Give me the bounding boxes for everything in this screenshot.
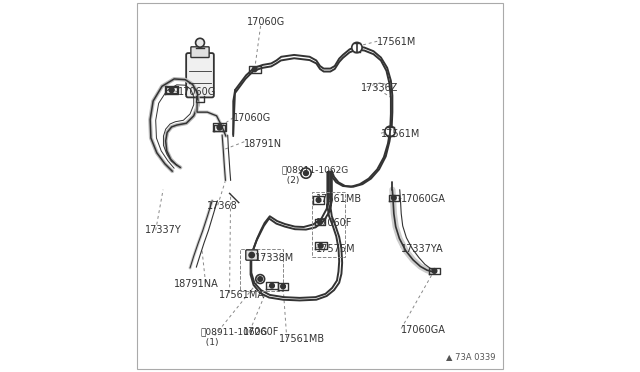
Text: ▲ 73A 0339: ▲ 73A 0339 xyxy=(446,352,495,361)
Circle shape xyxy=(170,88,174,92)
Text: 17060GA: 17060GA xyxy=(401,325,446,335)
Circle shape xyxy=(270,283,274,288)
Circle shape xyxy=(258,277,262,281)
Circle shape xyxy=(196,38,204,47)
Circle shape xyxy=(301,168,311,178)
Text: 17561MB: 17561MB xyxy=(280,334,326,344)
Circle shape xyxy=(392,196,396,200)
Text: 17368: 17368 xyxy=(207,201,238,211)
Circle shape xyxy=(281,284,285,289)
Text: 17060F: 17060F xyxy=(243,327,279,337)
Text: ⓝ08911-1062G
  (2): ⓝ08911-1062G (2) xyxy=(281,165,349,185)
Text: 17060G: 17060G xyxy=(233,113,271,123)
FancyBboxPatch shape xyxy=(191,47,209,58)
Circle shape xyxy=(249,253,254,258)
Circle shape xyxy=(252,67,257,71)
Text: 17338M: 17338M xyxy=(255,253,294,263)
Text: 17060F: 17060F xyxy=(316,218,353,228)
Circle shape xyxy=(256,275,264,283)
Circle shape xyxy=(318,220,322,224)
Text: 17060GA: 17060GA xyxy=(401,194,446,204)
Text: 17575M: 17575M xyxy=(316,244,356,254)
Text: 17336Z: 17336Z xyxy=(360,83,398,93)
FancyBboxPatch shape xyxy=(246,250,258,260)
Circle shape xyxy=(352,42,362,53)
Circle shape xyxy=(316,198,321,202)
Circle shape xyxy=(319,244,323,248)
Text: 17561M: 17561M xyxy=(377,37,417,47)
Circle shape xyxy=(170,88,174,92)
Circle shape xyxy=(385,126,396,137)
Text: 18791NA: 18791NA xyxy=(174,279,219,289)
Text: 17337Y: 17337Y xyxy=(145,225,181,235)
Text: 17060G: 17060G xyxy=(178,87,216,97)
Text: ⓝ08911-1062G
  (1): ⓝ08911-1062G (1) xyxy=(200,328,268,347)
Circle shape xyxy=(432,269,436,273)
Circle shape xyxy=(218,125,222,130)
Text: 18791N: 18791N xyxy=(244,138,282,148)
FancyBboxPatch shape xyxy=(186,53,214,97)
Bar xyxy=(312,192,345,257)
Circle shape xyxy=(218,125,222,129)
Text: 17561M: 17561M xyxy=(381,129,420,139)
Text: 17561MB: 17561MB xyxy=(316,194,362,204)
Bar xyxy=(239,249,283,291)
Circle shape xyxy=(303,170,308,176)
Text: 17337YA: 17337YA xyxy=(401,244,444,254)
Text: 17561MA: 17561MA xyxy=(218,290,264,300)
Text: 17060G: 17060G xyxy=(247,17,285,27)
